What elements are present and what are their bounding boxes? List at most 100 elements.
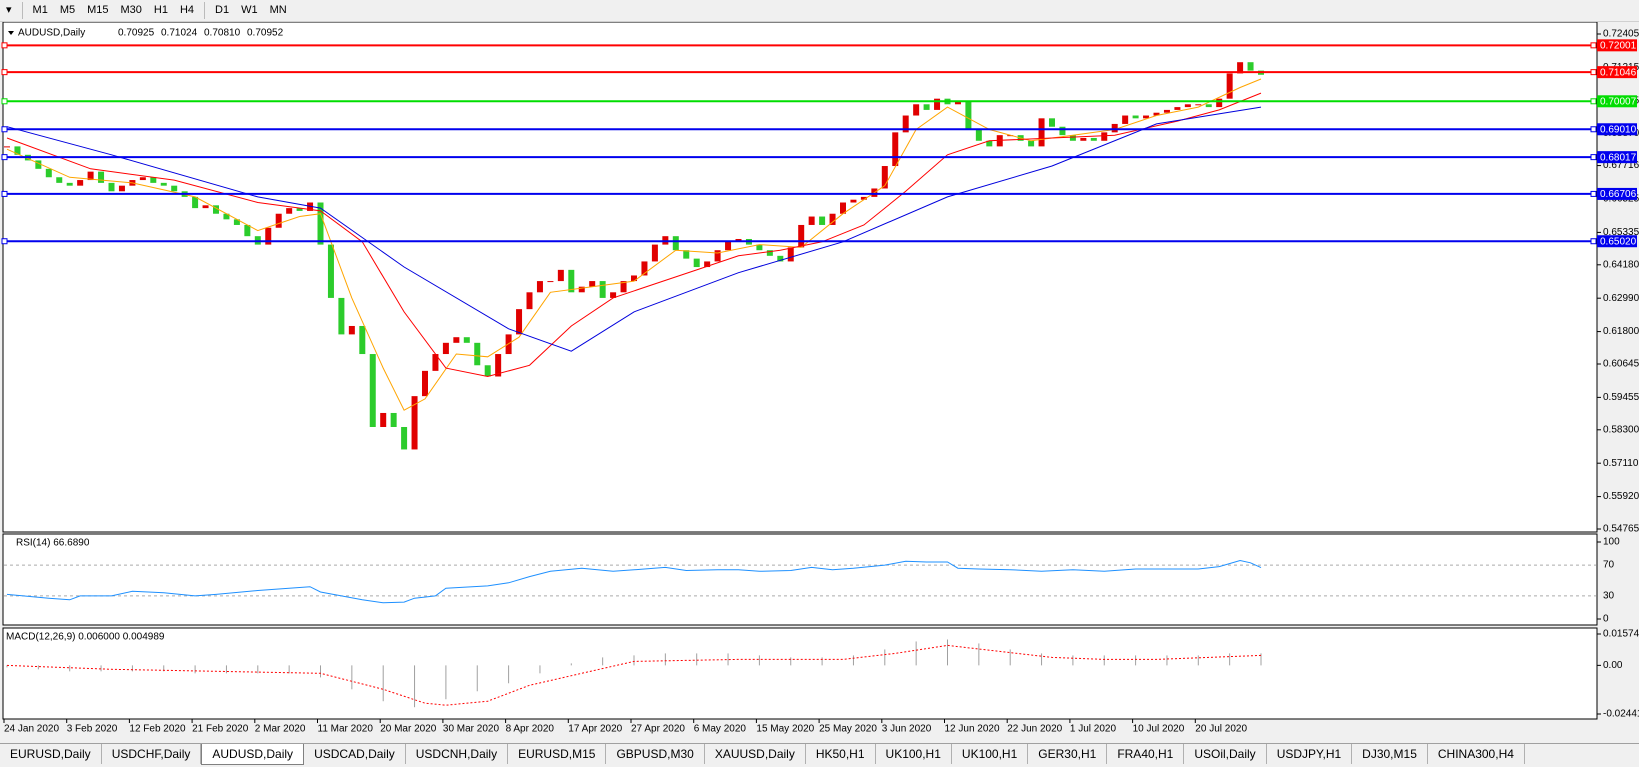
timeframe-button[interactable]: M15: [87, 4, 109, 16]
candle: [1132, 115, 1139, 119]
chart-tab[interactable]: GER30,H1: [1028, 744, 1108, 764]
candle: [1069, 135, 1076, 141]
candle: [672, 236, 679, 251]
candle: [1195, 104, 1202, 106]
candle: [275, 213, 282, 228]
candle: [484, 365, 491, 377]
macd-signal: [6, 644, 1262, 706]
candle: [516, 309, 523, 335]
candle: [98, 171, 105, 183]
candle: [589, 281, 596, 287]
chart-tab[interactable]: USDCHF,Daily: [102, 744, 202, 764]
chart-tab[interactable]: USDJPY,H1: [1267, 744, 1353, 764]
level-label: 0.72001: [1600, 40, 1637, 51]
level-anchor: [1, 154, 8, 161]
chart-tab[interactable]: FRA40,H1: [1107, 744, 1185, 764]
rsi-line: [6, 559, 1262, 604]
chart-tab[interactable]: DJ30,M15: [1352, 744, 1428, 764]
candle: [975, 129, 982, 141]
symbol-title: AUDUSD,Daily: [18, 28, 85, 39]
candle: [693, 258, 700, 268]
candle: [860, 196, 867, 200]
candle: [213, 205, 219, 214]
candle: [1226, 73, 1233, 99]
candle: [453, 337, 460, 343]
y-tick-label: -0.024412: [1603, 709, 1639, 720]
candle: [202, 205, 209, 209]
candle: [108, 182, 115, 192]
chart-tabs: EURUSD,Daily USDCHF,Daily AUDUSD,Daily USDC…: [0, 743, 1639, 766]
chart-tab[interactable]: UK100,H1: [876, 744, 952, 764]
y-tick-label: 30: [1603, 591, 1615, 602]
timeframe-button[interactable]: D1: [215, 4, 230, 16]
separator: [21, 2, 23, 19]
candle: [1163, 109, 1170, 113]
chart-tab[interactable]: USDCNH,Daily: [406, 744, 509, 764]
candle: [704, 261, 711, 268]
chart-tab[interactable]: HK50,H1: [806, 744, 876, 764]
x-tick-label: 6 May 2020: [694, 724, 747, 735]
candle: [192, 196, 199, 209]
candle: [1184, 104, 1191, 108]
candle: [1038, 118, 1045, 147]
candle: [77, 180, 84, 186]
timeframe-button[interactable]: H4: [179, 4, 195, 16]
macd-panel: [2, 627, 1598, 720]
timeframe-button[interactable]: W1: [241, 4, 258, 16]
x-tick-label: 3 Feb 2020: [67, 724, 118, 735]
candle: [56, 177, 63, 183]
chart-tab[interactable]: CHINA300,H4: [1428, 744, 1525, 764]
candle: [1090, 137, 1097, 141]
timeframe-button[interactable]: M5: [59, 4, 76, 16]
chart-tab[interactable]: EURUSD,M15: [508, 744, 607, 764]
level-label-box: [1597, 39, 1637, 52]
timeframe-button[interactable]: M1: [32, 4, 48, 16]
chart-tab[interactable]: EURUSD,Daily: [0, 744, 102, 764]
x-tick-label: 22 Jun 2020: [1007, 724, 1062, 735]
chart-window: AUDUSD,Daily RSI(14) 66.6890 MACD(12,26,…: [1, 22, 1639, 735]
chart-tab[interactable]: USOil,Daily: [1184, 744, 1267, 764]
level-anchor: [1, 238, 8, 245]
candle: [233, 219, 240, 225]
candle: [296, 208, 303, 211]
timeframe-button[interactable]: M30: [120, 4, 142, 16]
ohlc-value: 0.70810: [204, 28, 241, 39]
candle: [829, 213, 836, 225]
level-anchor: [1, 42, 8, 49]
x-tick-label: 30 Mar 2020: [443, 724, 500, 735]
candle: [536, 281, 543, 293]
candle: [495, 354, 502, 377]
dropdown[interactable]: ▾: [6, 4, 12, 16]
candle: [359, 325, 366, 355]
candle: [714, 250, 721, 262]
timeframe-button[interactable]: H1: [153, 4, 168, 16]
chart-tab[interactable]: UK100,H1: [952, 744, 1029, 764]
level-anchor: [1590, 98, 1597, 105]
chart-tab[interactable]: AUDUSD,Daily: [201, 744, 305, 765]
y-tick-label: 0.58300: [1603, 424, 1639, 435]
main-panel: [2, 22, 1598, 533]
candle: [986, 140, 993, 147]
level-anchor: [1590, 154, 1597, 161]
ohlc-value: 0.70952: [247, 28, 284, 39]
candle: [422, 370, 428, 397]
candle: [87, 171, 94, 181]
candle: [1237, 62, 1244, 74]
candle: [777, 255, 784, 262]
level-anchor: [1590, 126, 1597, 133]
moving-average: [6, 106, 1262, 352]
candle: [651, 244, 658, 262]
symbol-menu-icon[interactable]: [8, 31, 14, 35]
chart-tab[interactable]: USDCAD,Daily: [304, 744, 406, 764]
candle: [14, 146, 21, 155]
y-tick-label: 70: [1603, 560, 1615, 571]
chart-tab[interactable]: XAUUSD,Daily: [705, 744, 806, 764]
timeframe-button[interactable]: MN: [269, 4, 287, 16]
level-label: 0.71046: [1600, 67, 1637, 78]
candle: [526, 292, 533, 310]
chart-tab[interactable]: GBPUSD,M30: [606, 744, 705, 764]
candle: [1153, 112, 1160, 116]
candle: [787, 247, 794, 262]
candle: [756, 244, 763, 251]
x-tick-label: 12 Jun 2020: [945, 724, 1000, 735]
